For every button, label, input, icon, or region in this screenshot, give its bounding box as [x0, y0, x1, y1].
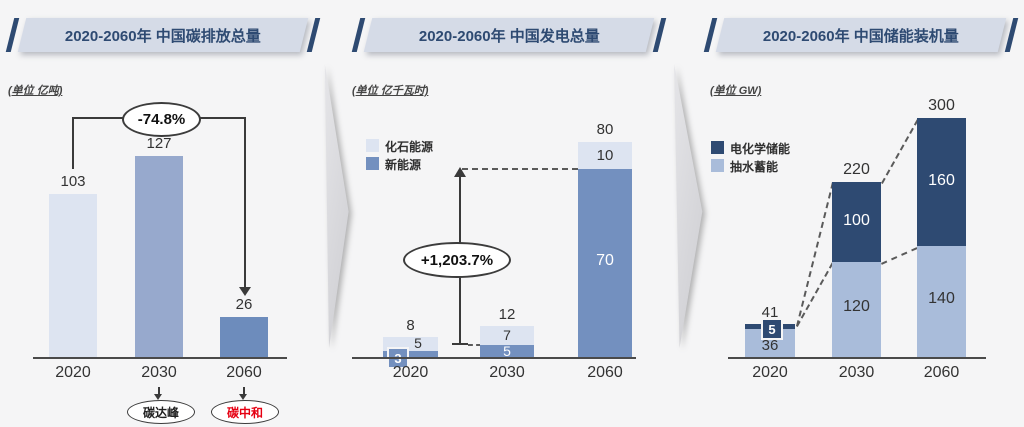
panel3-title-band: 2020-2060年 中国储能装机量	[715, 18, 1007, 52]
milestone-arrow-icon	[154, 394, 162, 400]
legend-label-pumpedhydro: 抽水蓄能	[730, 160, 779, 174]
header-slash-right	[306, 18, 321, 52]
growth-arrow-base	[452, 343, 468, 345]
legend-label-newenergy: 新能源	[385, 158, 422, 172]
p3-electrochemical-2060: 160	[928, 172, 955, 189]
legend-swatch-pumpedhydro	[711, 159, 724, 172]
header-slash-left	[703, 18, 718, 52]
header-slash-right	[1004, 18, 1019, 52]
p1-bar-2060	[220, 317, 268, 357]
panel2-unit-label: (单位 亿千瓦时)	[352, 85, 429, 97]
panel2-title-band: 2020-2060年 中国发电总量	[363, 18, 655, 52]
panel2-title: 2020-2060年 中国发电总量	[418, 27, 600, 45]
p1-xtick-2030: 2030	[141, 364, 177, 381]
change-annotation-ellipse: -74.8%	[122, 102, 201, 137]
p2-newenergy-2030: 5	[503, 343, 511, 359]
p3-total-2030: 220	[843, 161, 870, 178]
p2-total-2020: 8	[406, 317, 415, 334]
dashed-level-line	[462, 168, 578, 170]
p2-bar-2060-newenergy	[578, 169, 632, 357]
p2-xtick-2020: 2020	[392, 364, 429, 381]
p2-fossil-2060: 10	[596, 147, 614, 164]
header-slash-left	[5, 18, 20, 52]
milestone-arrow-line	[243, 387, 245, 395]
p1-x-axis	[33, 357, 287, 359]
p1-value-2020: 103	[60, 173, 86, 190]
arrow-down-icon	[239, 287, 251, 296]
legend-label-electrochemical: 电化学储能	[730, 142, 791, 156]
dashed-trend-line	[796, 262, 834, 327]
growth-annotation-ellipse: +1,203.7%	[403, 242, 511, 278]
p1-value-2060: 26	[235, 296, 253, 313]
milestone-arrow-icon	[239, 394, 247, 400]
bracket-left-line	[72, 117, 74, 169]
legend-swatch-newenergy	[366, 157, 379, 170]
chevron-right-separator-1	[322, 64, 350, 348]
p3-bar-2030-pumpedhydro	[832, 262, 881, 357]
p2-fossil-2030: 7	[503, 327, 511, 343]
dashed-trend-line	[796, 182, 834, 327]
p3-xtick-2060: 2060	[923, 364, 960, 381]
legend-swatch-electrochemical	[711, 141, 724, 154]
arrow-up-icon	[454, 167, 466, 177]
dashed-trend-line	[881, 119, 919, 184]
milestone-carbon-neutral: 碳中和	[211, 400, 279, 424]
p2-bar-2020-newenergy	[383, 351, 438, 357]
p3-electrochemical-2020-badge: 5	[761, 318, 783, 340]
p1-bar-2030	[135, 156, 183, 357]
panel3-unit-label: (单位 GW)	[710, 85, 762, 97]
panel3-title: 2020-2060年 中国储能装机量	[763, 27, 959, 45]
milestone-arrow-line	[158, 387, 160, 395]
p3-total-2060: 300	[928, 97, 955, 114]
p3-pumpedhydro-2030: 120	[843, 298, 870, 315]
chevron-right-separator-2	[670, 64, 704, 348]
panel2-header: 2020-2060年 中国发电总量	[351, 18, 667, 52]
p3-bar-2060-pumpedhydro	[917, 246, 966, 357]
p2-newenergy-2060: 70	[596, 252, 614, 269]
p2-x-axis	[352, 357, 636, 359]
p2-bar-2030-fossil	[480, 326, 534, 345]
p1-xtick-2020: 2020	[55, 364, 91, 381]
header-slash-left	[351, 18, 366, 52]
p1-bar-2020	[49, 194, 97, 357]
p2-bar-2030-newenergy	[480, 345, 534, 357]
dashed-connector	[468, 344, 481, 346]
panel1-unit-label: (单位 亿吨)	[8, 85, 63, 97]
header-slash-right	[652, 18, 667, 52]
p3-pumpedhydro-2060: 140	[928, 290, 955, 307]
p3-xtick-2030: 2030	[838, 364, 875, 381]
p3-x-axis	[728, 357, 986, 359]
panel1-title-band: 2020-2060年 中国碳排放总量	[17, 18, 309, 52]
p3-electrochemical-2030: 100	[843, 212, 870, 229]
chevron-right-icon	[324, 64, 349, 348]
bracket-right-line	[244, 117, 246, 287]
p1-xtick-2060: 2060	[226, 364, 262, 381]
p2-total-2030: 12	[498, 306, 516, 323]
p3-bar-2060-electrochemical	[917, 118, 966, 246]
p3-pumpedhydro-2020: 36	[761, 337, 779, 354]
legend-swatch-fossil	[366, 139, 379, 152]
panel1-header: 2020-2060年 中国碳排放总量	[5, 18, 321, 52]
p3-bar-2030-electrochemical	[832, 182, 881, 262]
panel3-header: 2020-2060年 中国储能装机量	[703, 18, 1019, 52]
chevron-right-icon	[674, 64, 703, 348]
p3-total-2020: 41	[761, 304, 779, 321]
p2-xtick-2030: 2030	[489, 364, 525, 381]
p1-value-2030: 127	[146, 135, 172, 152]
p2-total-2060: 80	[596, 121, 614, 138]
p3-xtick-2020: 2020	[752, 364, 788, 381]
milestone-carbon-peak: 碳达峰	[127, 400, 195, 424]
dashed-trend-line	[881, 247, 918, 265]
p2-xtick-2060: 2060	[587, 364, 623, 381]
p2-fossil-2020: 5	[414, 335, 422, 351]
p2-bar-2060-fossil	[578, 142, 632, 169]
legend-label-fossil: 化石能源	[385, 140, 434, 154]
panel1-title: 2020-2060年 中国碳排放总量	[65, 27, 261, 45]
